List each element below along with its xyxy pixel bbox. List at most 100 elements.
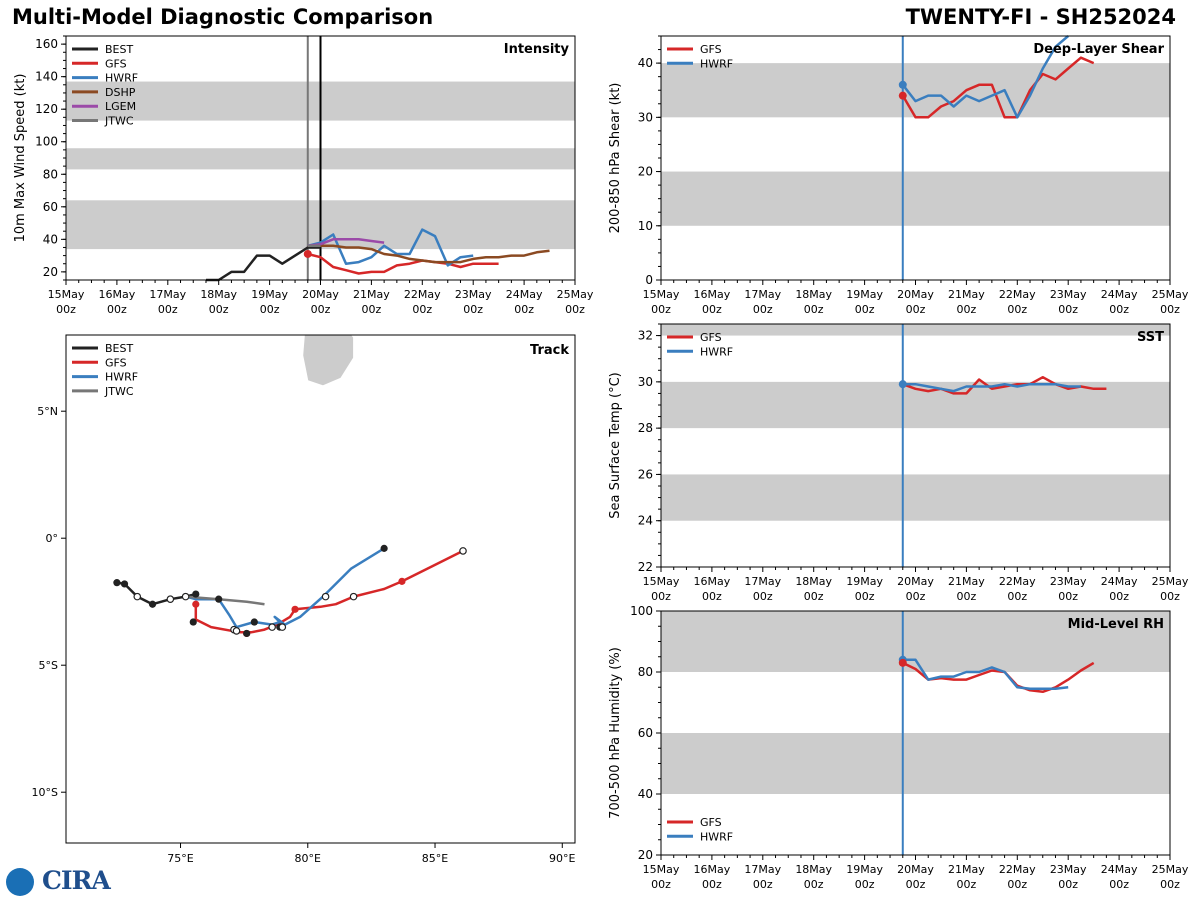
track-point-filled <box>398 577 406 585</box>
rh-marker-1 <box>898 658 907 667</box>
sst-xtick-label: 15May <box>643 575 680 588</box>
sst-xtick-label: 00z <box>957 590 977 603</box>
intensity-ytick-label: 20 <box>43 265 58 279</box>
sst-title: SST <box>1137 330 1164 345</box>
track-xtick-label: 85°E <box>422 852 448 865</box>
intensity-series-gfs <box>307 252 499 275</box>
intensity-ytick-label: 100 <box>35 135 58 149</box>
intensity-legend-label-gfs: GFS <box>105 57 127 70</box>
shear-xtick-label: 24May <box>1101 288 1138 301</box>
sst-ytick-label: 30 <box>638 375 653 389</box>
sst-xtick-label: 17May <box>744 575 781 588</box>
intensity-xtick-label: 00z <box>56 303 76 316</box>
sst-ytick-label: 32 <box>638 329 653 343</box>
shear-legend-label-gfs: GFS <box>700 43 722 56</box>
shear-series-gfs <box>901 56 1095 119</box>
sst-ytick-label: 28 <box>638 421 653 435</box>
track-map-layer <box>113 335 467 638</box>
shear-xtick-label: 15May <box>643 288 680 301</box>
intensity-xtick-label: 18May <box>200 288 237 301</box>
intensity-xtick-label: 17May <box>149 288 186 301</box>
rh-xtick-label: 00z <box>804 878 824 891</box>
rh-legend-label-gfs: GFS <box>700 816 722 829</box>
track-ytick-label: 5°S <box>39 659 58 672</box>
shear-xtick-label: 00z <box>753 303 773 316</box>
sst-xtick-label: 16May <box>694 575 731 588</box>
sst-legend-label-hwrf: HWRF <box>700 345 733 358</box>
shear-xtick-label: 00z <box>651 303 671 316</box>
rh-xtick-label: 15May <box>643 863 680 876</box>
shear-xtick-label: 00z <box>855 303 875 316</box>
shear-xtick-label: 22May <box>999 288 1036 301</box>
shear-xtick-label: 00z <box>1007 303 1027 316</box>
shear-xtick-label: 21May <box>948 288 985 301</box>
rh-ytick-label: 20 <box>638 848 653 862</box>
track-xtick-label: 90°E <box>549 852 575 865</box>
sst-band-2 <box>661 324 1170 336</box>
track-legend-label-hwrf: HWRF <box>105 371 138 384</box>
intensity-legend-label-lgem: LGEM <box>105 100 136 113</box>
intensity-xtick-label: 00z <box>565 303 585 316</box>
track-point-filled <box>243 629 251 638</box>
sst-xtick-label: 00z <box>1160 590 1180 603</box>
rh-xtick-label: 23May <box>1050 863 1087 876</box>
intensity-xtick-label: 19May <box>251 288 288 301</box>
intensity-legend-label-jtwc: JTWC <box>104 115 134 128</box>
rh-xtick-label: 25May <box>1152 863 1189 876</box>
sst-xtick-label: 00z <box>1109 590 1129 603</box>
rh-xtick-label: 00z <box>906 878 926 891</box>
sst-ytick-label: 22 <box>638 560 653 574</box>
sst-xtick-label: 23May <box>1050 575 1087 588</box>
rh-xtick-label: 00z <box>702 878 722 891</box>
rh-xtick-label: 00z <box>1109 878 1129 891</box>
rh-xtick-label: 00z <box>1058 878 1078 891</box>
rh-xtick-label: 16May <box>694 863 731 876</box>
sst-xtick-label: 00z <box>906 590 926 603</box>
intensity-xtick-label: 00z <box>107 303 127 316</box>
rh-ytick-label: 100 <box>630 604 653 618</box>
intensity-legend-label-hwrf: HWRF <box>105 72 138 85</box>
track-title: Track <box>530 343 569 358</box>
rh-ytick-label: 80 <box>638 665 653 679</box>
intensity-ytick-label: 120 <box>35 102 58 116</box>
intensity-ytick-label: 40 <box>43 232 58 246</box>
intensity-ytick-label: 140 <box>35 70 58 84</box>
intensity-series-lgem <box>307 238 385 248</box>
intensity-series-dshp <box>307 244 550 264</box>
shear-xtick-label: 20May <box>897 288 934 301</box>
track-legend-label-best: BEST <box>105 342 133 355</box>
rh-xtick-label: 24May <box>1101 863 1138 876</box>
shear-xtick-label: 18May <box>795 288 832 301</box>
sst-ytick-label: 24 <box>638 514 653 528</box>
shear-xtick-label: 25May <box>1152 288 1189 301</box>
sst-series-hwrf <box>902 382 1081 393</box>
sst-xtick-label: 00z <box>1058 590 1078 603</box>
intensity-xtick-label: 00z <box>412 303 432 316</box>
rh-ytick-label: 60 <box>638 726 653 740</box>
rh-xtick-label: 17May <box>744 863 781 876</box>
rh-band-0 <box>661 733 1170 794</box>
shear-title: Deep-Layer Shear <box>1033 42 1164 57</box>
sst-frame <box>660 323 1171 568</box>
intensity-ylabel: 10m Max Wind Speed (kt) <box>13 74 28 243</box>
track-point-filled <box>192 590 200 598</box>
sst-xtick-label: 22May <box>999 575 1036 588</box>
sst-marker-0 <box>898 380 907 389</box>
track-point-open <box>232 627 241 635</box>
intensity-title: Intensity <box>504 42 570 57</box>
rh-title: Mid-Level RH <box>1068 617 1164 632</box>
sst-xtick-label: 19May <box>846 575 883 588</box>
shear-xtick-label: 16May <box>694 288 731 301</box>
rh-xtick-label: 00z <box>753 878 773 891</box>
sst-xtick-label: 18May <box>795 575 832 588</box>
page-title: Multi-Model Diagnostic Comparison <box>12 5 434 29</box>
track-point-open <box>321 592 330 601</box>
rh-xtick-label: 00z <box>855 878 875 891</box>
sst-xtick-label: 25May <box>1152 575 1189 588</box>
shear-ytick-label: 20 <box>638 165 653 179</box>
track-point-open <box>181 592 190 601</box>
shear-marker-1 <box>898 80 907 89</box>
track-point-open <box>459 547 467 555</box>
intensity-xtick-label: 00z <box>260 303 280 316</box>
sst-xtick-label: 00z <box>651 590 671 603</box>
